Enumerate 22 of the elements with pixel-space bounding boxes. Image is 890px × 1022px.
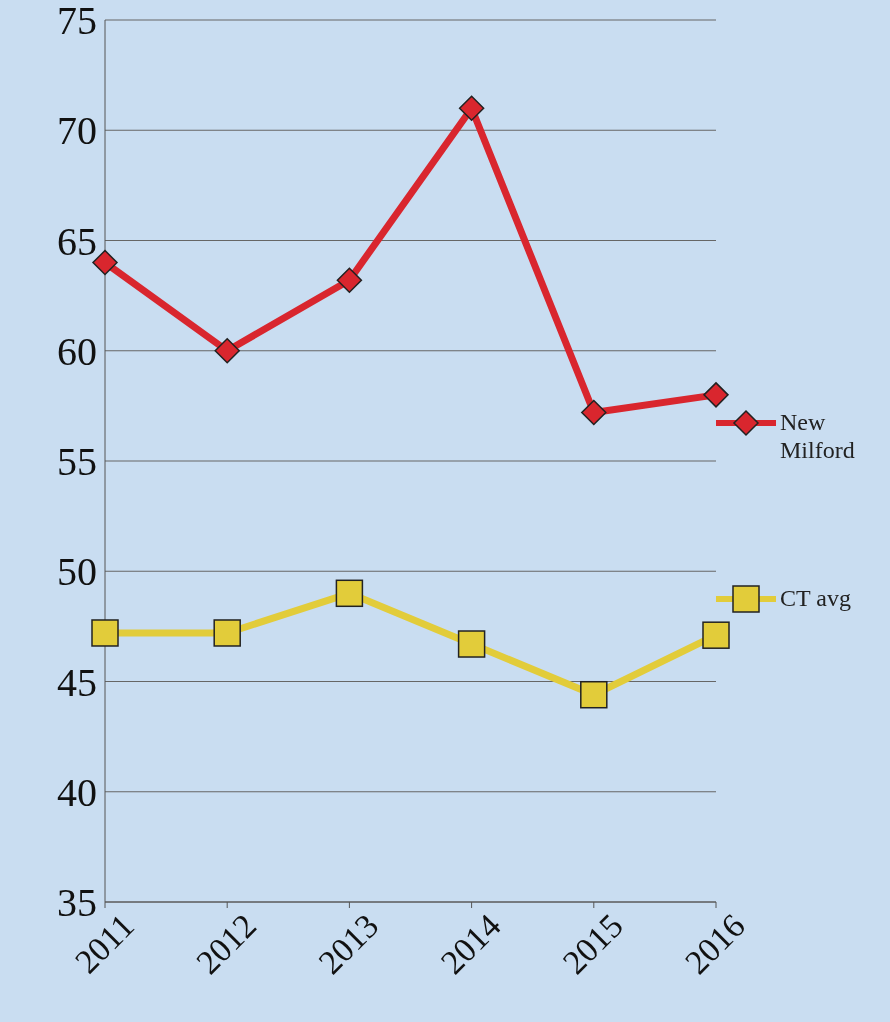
y-tick-label: 70 (57, 108, 97, 154)
point (580, 680, 608, 709)
point (335, 579, 364, 608)
y-tick-label: 45 (57, 659, 97, 705)
point (581, 399, 607, 426)
point (703, 382, 729, 408)
y-tick-label: 65 (57, 218, 97, 264)
y-tick-label: 50 (57, 549, 97, 595)
point (214, 338, 240, 364)
legend-label: CT avg (780, 584, 852, 612)
y-tick-label: 55 (57, 439, 97, 485)
y-tick-label: 35 (57, 880, 97, 926)
y-tick-label: 75 (57, 0, 97, 44)
point (91, 619, 119, 647)
point (458, 95, 485, 121)
y-tick-label: 40 (57, 769, 97, 815)
point (457, 630, 486, 658)
y-tick-label: 60 (57, 328, 97, 374)
legend-label: New Milford (780, 408, 856, 464)
point (702, 621, 730, 649)
point (336, 267, 363, 293)
point (213, 619, 241, 647)
